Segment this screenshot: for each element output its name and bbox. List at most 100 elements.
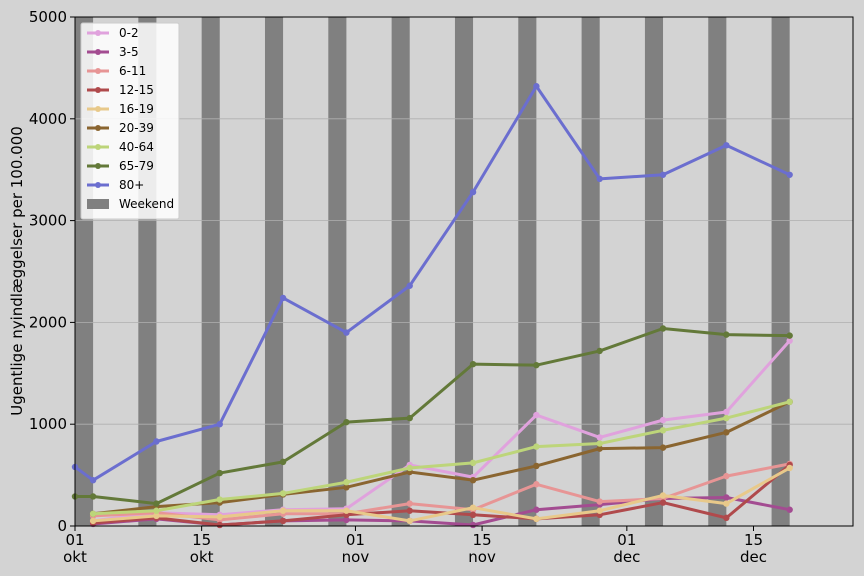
point-80+-10 xyxy=(659,171,667,178)
point-65-79-2 xyxy=(153,500,160,507)
legend-label-65-79: 65-79 xyxy=(119,159,154,173)
x-tick-day-1: 15 xyxy=(192,531,211,549)
legend-label-3-5: 3-5 xyxy=(119,45,139,59)
legend-label-80+: 80+ xyxy=(119,178,144,192)
series-65-79 xyxy=(71,325,793,507)
point-20-39-8 xyxy=(596,445,603,452)
point-0-2-7 xyxy=(533,411,540,419)
weekend-band-9 xyxy=(644,17,664,526)
x-tick-day-0: 01 xyxy=(65,531,84,549)
x-tick-day-2: 01 xyxy=(346,531,365,549)
series-line-16-19 xyxy=(92,466,791,523)
point-80+-5 xyxy=(343,329,350,336)
point-3-5-11 xyxy=(786,506,793,513)
x-tick-day-3: 15 xyxy=(473,531,492,549)
point-12-15-10 xyxy=(723,514,730,522)
point-16-19-2 xyxy=(216,513,223,521)
point-80+-6 xyxy=(406,282,413,289)
point-16-19-4 xyxy=(343,507,350,514)
legend-marker-65-79 xyxy=(95,163,101,169)
point-40-64-6 xyxy=(469,459,477,467)
weekend-band-6 xyxy=(454,17,474,526)
x-tick-month-0: okt xyxy=(63,548,87,566)
x-tick-month-1: okt xyxy=(190,548,214,566)
weekend-band-2 xyxy=(201,17,220,526)
series-line-6-11 xyxy=(93,462,790,522)
point-65-79-7 xyxy=(469,360,477,368)
point-40-64-1 xyxy=(153,507,160,514)
point-3-5-4 xyxy=(343,516,350,524)
point-20-39-4 xyxy=(343,484,350,491)
point-80+-8 xyxy=(533,83,540,90)
y-tick-label-0: 0 xyxy=(57,517,67,535)
point-65-79-11 xyxy=(723,331,730,338)
series-line-20-39 xyxy=(92,400,791,516)
point-40-64-8 xyxy=(596,440,603,447)
point-16-19-9 xyxy=(659,492,667,499)
point-3-5-7 xyxy=(533,506,540,513)
point-80+-7 xyxy=(469,188,477,196)
series-line-40-64 xyxy=(93,400,791,516)
legend-marker-3-5 xyxy=(95,49,101,55)
point-40-64-9 xyxy=(659,427,667,434)
point-0-2-8 xyxy=(596,434,603,441)
point-65-79-12 xyxy=(786,332,793,339)
point-40-64-10 xyxy=(723,414,730,422)
weekend-band-4 xyxy=(328,17,347,526)
point-40-64-2 xyxy=(216,496,223,503)
plot-frame xyxy=(74,16,854,527)
point-20-39-9 xyxy=(659,444,667,451)
point-20-39-7 xyxy=(533,462,540,470)
point-16-19-8 xyxy=(596,507,603,514)
y-tick-label-5: 5000 xyxy=(29,8,67,26)
series-40-64 xyxy=(89,398,793,517)
point-65-79-9 xyxy=(596,347,603,355)
x-tick-day-4: 01 xyxy=(617,531,636,549)
point-80+-11 xyxy=(723,142,730,149)
point-0-2-11 xyxy=(786,337,793,344)
point-65-79-5 xyxy=(343,418,350,426)
series-line-0-2 xyxy=(92,339,791,523)
weekend-band-5 xyxy=(391,17,410,526)
legend-label-12-15: 12-15 xyxy=(119,83,154,97)
point-0-2-10 xyxy=(723,408,730,416)
legend-swatch-weekend xyxy=(87,199,109,209)
legend-marker-0-2 xyxy=(95,30,101,36)
point-16-19-7 xyxy=(533,515,540,523)
point-16-19-0 xyxy=(89,517,97,525)
point-0-2-9 xyxy=(659,416,667,424)
point-6-11-10 xyxy=(723,472,730,480)
legend-label-weekend: Weekend xyxy=(119,197,174,211)
point-65-79-1 xyxy=(89,493,97,500)
point-65-79-10 xyxy=(659,325,667,332)
legend-label-16-19: 16-19 xyxy=(119,102,154,116)
y-tick-label-1: 1000 xyxy=(29,415,67,433)
point-20-39-10 xyxy=(723,429,730,436)
point-16-19-1 xyxy=(153,512,160,520)
x-tick-day-5: 15 xyxy=(744,531,763,549)
point-16-19-10 xyxy=(723,500,730,507)
point-12-15-9 xyxy=(659,499,667,506)
legend-marker-80+ xyxy=(95,182,101,188)
point-80+-4 xyxy=(279,294,287,302)
point-12-15-2 xyxy=(216,521,223,529)
point-12-15-5 xyxy=(406,507,413,514)
y-tick-label-3: 3000 xyxy=(29,212,67,230)
point-40-64-11 xyxy=(786,398,793,406)
point-3-5-10 xyxy=(723,494,730,501)
point-40-64-3 xyxy=(279,490,287,497)
x-tick-month-4: dec xyxy=(613,548,640,566)
legend-label-40-64: 40-64 xyxy=(119,140,154,154)
series-lines xyxy=(71,83,793,529)
point-80+-1 xyxy=(89,476,97,484)
weekend-band-3 xyxy=(264,17,284,526)
point-65-79-3 xyxy=(216,469,223,477)
point-80+-3 xyxy=(216,421,223,428)
legend-marker-20-39 xyxy=(95,125,101,131)
point-16-19-11 xyxy=(786,464,793,472)
y-axis: 0 1000 2000 3000 4000 5000 xyxy=(29,8,75,535)
point-80+-9 xyxy=(596,175,603,183)
legend-label-6-11: 6-11 xyxy=(119,64,146,78)
series-16-19 xyxy=(89,464,793,525)
